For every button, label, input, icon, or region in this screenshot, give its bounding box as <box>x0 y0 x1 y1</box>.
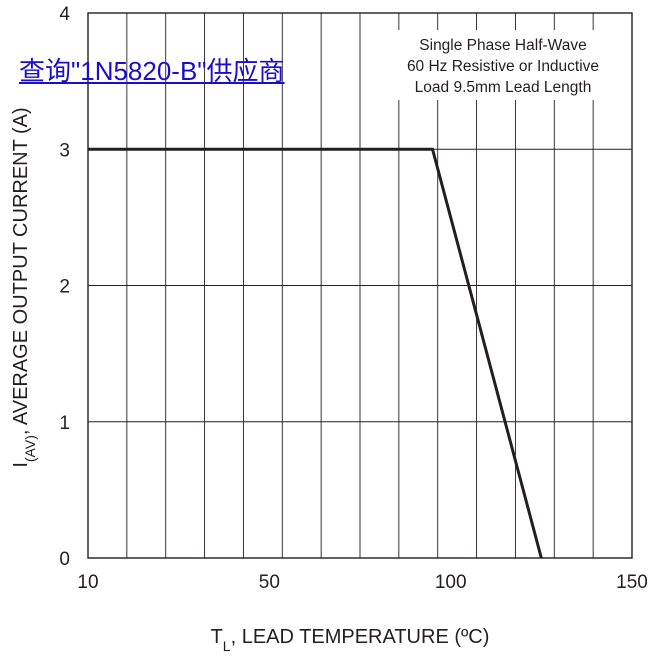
annotation-line-2: 60 Hz Resistive or Inductive <box>407 58 599 75</box>
x-tick-label: 150 <box>616 572 648 593</box>
x-tick-label: 10 <box>77 572 98 593</box>
x-tick-label: 100 <box>435 572 467 593</box>
x-tick-labels: 10 50 100 150 <box>77 572 647 593</box>
y-axis-title: I(AV), AVERAGE OUTPUT CURRENT (A) <box>10 107 38 467</box>
y-tick-label: 2 <box>59 277 70 298</box>
y-tick-label: 1 <box>59 413 70 434</box>
plot-frame <box>87 12 633 559</box>
y-tick-labels: 0 1 2 3 4 <box>59 4 70 570</box>
supplier-search-link[interactable]: 查询"1N5820-B"供应商 <box>19 56 285 86</box>
y-tick-label: 4 <box>59 4 70 25</box>
grid-lines <box>88 13 632 558</box>
annotation-line-1: Single Phase Half-Wave <box>419 37 586 54</box>
annotation-box <box>383 30 623 100</box>
y-tick-label: 3 <box>59 140 70 161</box>
annotation: Single Phase Half-Wave 60 Hz Resistive o… <box>407 37 599 96</box>
x-tick-label: 50 <box>259 572 280 593</box>
series-line <box>88 147 543 559</box>
annotation-line-3: Load 9.5mm Lead Length <box>415 79 592 96</box>
y-tick-label: 0 <box>59 549 70 570</box>
x-axis-title: TL, LEAD TEMPERATURE (ºC) <box>211 626 490 654</box>
